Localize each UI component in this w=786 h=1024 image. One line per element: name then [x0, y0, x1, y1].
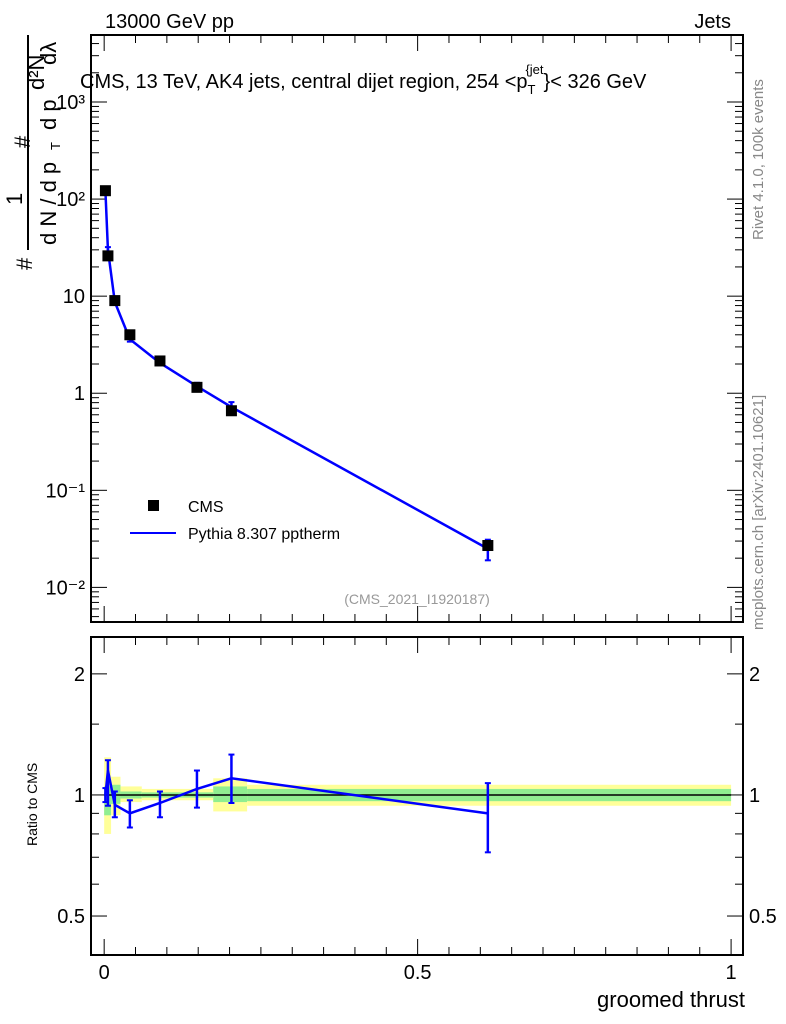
plot-frame — [90, 34, 744, 623]
y-tick-label: 0.5 — [57, 906, 85, 928]
side-label-top: Rivet 4.1.0, 100k events — [750, 79, 767, 240]
ratio-ylabel: Ratio to CMS — [24, 763, 40, 846]
title-pre: CMS, 13 TeV, AK4 jets, central dijet reg… — [80, 71, 528, 93]
x-tick-label: 0.5 — [404, 962, 432, 984]
y-tick-label: 10³ — [56, 92, 85, 114]
title-post: }< 326 GeV — [544, 71, 648, 93]
y-tick-label: 10 — [63, 286, 85, 308]
ylabel-dl: dλ — [36, 42, 61, 65]
ylabel-t: T — [48, 142, 63, 150]
y-tick-label: 2 — [74, 664, 85, 686]
plot-frame — [90, 636, 744, 956]
legend-label-cms: CMS — [188, 499, 224, 516]
ylabel-hash2: # — [10, 135, 35, 148]
x-axis-label: groomed thrust — [597, 987, 745, 1012]
data-point-cms — [102, 250, 114, 262]
data-point-cms — [99, 185, 111, 197]
ylabel-num: d²N — [24, 55, 49, 90]
title-sub: T — [528, 82, 536, 97]
ratio-panel: 2 2 1 1 0.5 0.5 0 0.5 1 — [57, 636, 777, 984]
y-tick-label: 10⁻² — [46, 577, 86, 599]
y-tick-label-right: 2 — [749, 664, 760, 686]
y-tick-label: 10² — [56, 189, 85, 211]
data-point-cms — [482, 540, 494, 552]
legend-label-mc: Pythia 8.307 pptherm — [188, 526, 340, 543]
y-tick-label-right: 1 — [749, 785, 760, 807]
plot-title: CMS, 13 TeV, AK4 jets, central dijet reg… — [80, 62, 647, 97]
ylabel-one: 1 — [2, 193, 27, 205]
data-point-cms — [225, 405, 237, 417]
data-point-cms — [109, 295, 121, 307]
y-tick-label: 1 — [74, 785, 85, 807]
legend-marker-cms — [148, 500, 159, 511]
ylabel-den2: d p — [36, 99, 61, 130]
mc-line — [104, 190, 489, 550]
y-tick-label-right: 0.5 — [749, 906, 777, 928]
main-ylabel: # 1 d N / d p T # d²N d p dλ — [2, 35, 63, 270]
data-point-cms — [124, 329, 136, 341]
main-panel: 10³ 10² 10 1 10⁻¹ 10⁻² — [46, 34, 744, 623]
ylabel-den: d N / d p — [36, 162, 61, 245]
side-label-bottom: mcplots.cern.ch [arXiv:2401.10621] — [750, 395, 767, 630]
header-left: 13000 GeV pp — [105, 11, 234, 33]
title-sup: {jet — [525, 62, 543, 77]
header-right: Jets — [694, 11, 731, 33]
data-point-cms — [154, 355, 166, 367]
y-tick-label: 10⁻¹ — [46, 480, 86, 502]
data-point-cms — [191, 381, 203, 393]
legend: CMS Pythia 8.307 pptherm — [130, 499, 340, 543]
annotation: (CMS_2021_I1920187) — [344, 591, 490, 607]
x-tick-label: 1 — [726, 962, 737, 984]
ylabel-hash: # — [12, 257, 37, 270]
x-tick-label: 0 — [99, 962, 110, 984]
y-tick-label: 1 — [74, 383, 85, 405]
